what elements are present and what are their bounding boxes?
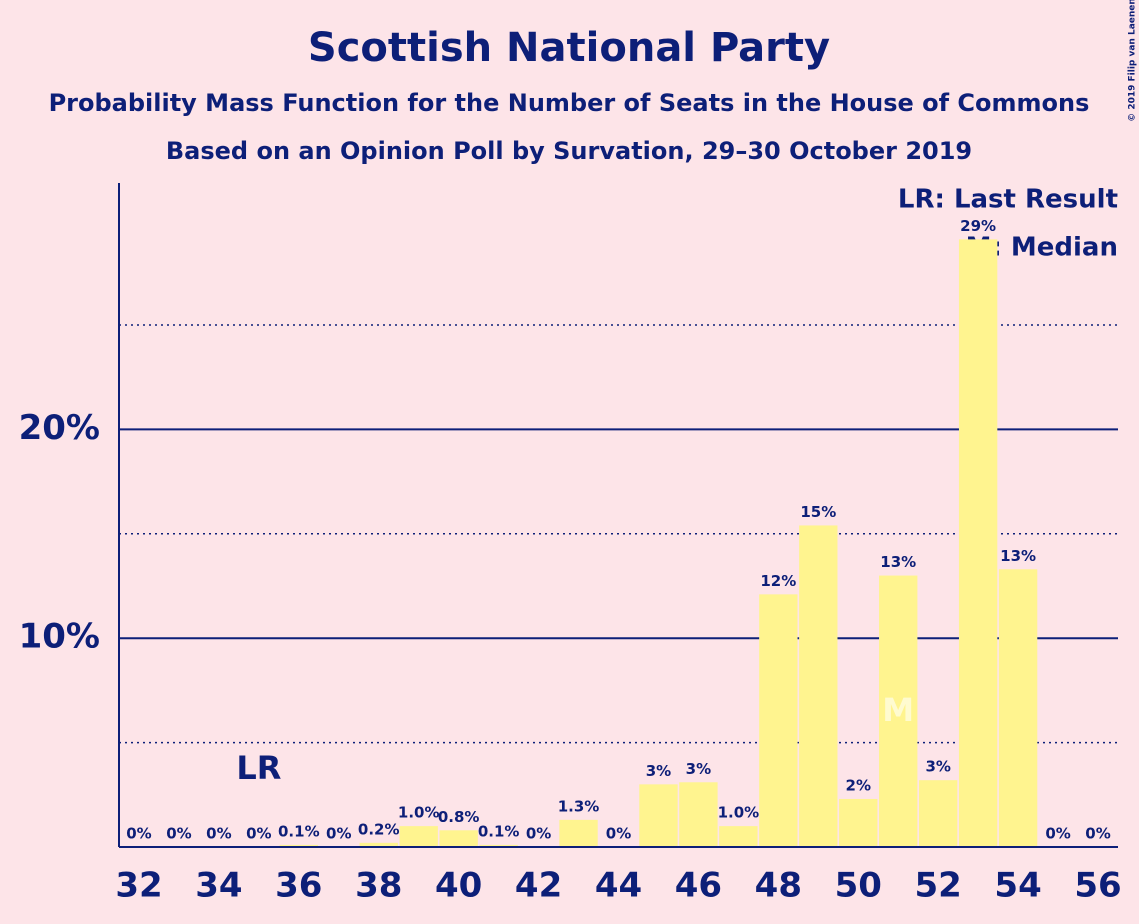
y-tick-label: 10% <box>19 617 100 657</box>
value-label: 0.8% <box>438 808 480 826</box>
bar <box>998 569 1038 847</box>
bar <box>918 780 958 847</box>
value-label: 3% <box>646 762 671 780</box>
bar <box>799 525 838 847</box>
bar <box>359 842 398 847</box>
value-label: 0% <box>166 825 191 843</box>
x-tick-label: 40 <box>435 866 482 906</box>
value-label: 12% <box>760 572 796 590</box>
x-tick-label: 52 <box>915 866 962 906</box>
bar <box>679 782 718 847</box>
bar <box>559 819 598 847</box>
bar <box>399 826 438 847</box>
chart-title: Scottish National Party <box>308 25 830 71</box>
chart-subtitle: Probability Mass Function for the Number… <box>49 89 1090 117</box>
copyright: © 2019 Filip van Laenen <box>1128 0 1138 122</box>
value-label: 0% <box>606 825 631 843</box>
x-tick-label: 38 <box>355 866 402 906</box>
bar <box>279 844 319 847</box>
value-label: 0% <box>326 825 351 843</box>
value-label: 3% <box>686 760 711 778</box>
bar <box>719 826 758 847</box>
x-tick-label: 56 <box>1074 866 1121 906</box>
value-label: 1.0% <box>398 804 440 822</box>
x-tick-label: 54 <box>994 866 1041 906</box>
value-label: 15% <box>800 503 836 521</box>
value-label: 1.3% <box>558 797 600 815</box>
x-tick-label: 36 <box>275 866 322 906</box>
value-label: 0.2% <box>358 820 400 838</box>
value-label: 3% <box>925 758 950 776</box>
value-label: 13% <box>880 553 916 571</box>
value-label: 13% <box>1000 547 1036 565</box>
value-label: 0% <box>246 825 271 843</box>
legend-entry: LR: Last Result <box>898 185 1118 215</box>
bar <box>958 239 998 847</box>
annotation: LR <box>236 749 281 787</box>
bar <box>639 784 678 847</box>
value-label: 0% <box>126 825 151 843</box>
value-label: 0.1% <box>278 822 320 840</box>
value-label: 0% <box>1085 825 1110 843</box>
bar <box>759 594 798 847</box>
bar <box>839 798 878 847</box>
bar <box>479 844 518 847</box>
x-tick-label: 48 <box>755 866 802 906</box>
value-label: 0% <box>526 825 551 843</box>
bar <box>879 575 918 847</box>
chart-subtitle: Based on an Opinion Poll by Survation, 2… <box>166 137 972 165</box>
value-label: 0% <box>1045 825 1070 843</box>
value-label: 1.0% <box>718 804 760 822</box>
x-tick-label: 32 <box>115 866 162 906</box>
y-tick-label: 20% <box>19 408 100 448</box>
x-tick-label: 44 <box>595 866 642 906</box>
x-tick-label: 34 <box>195 866 242 906</box>
bar <box>439 830 478 847</box>
x-tick-label: 46 <box>675 866 722 906</box>
annotation: M <box>882 691 914 729</box>
value-label: 0.1% <box>478 822 520 840</box>
x-tick-label: 42 <box>515 866 562 906</box>
x-tick-label: 50 <box>835 866 882 906</box>
value-label: 0% <box>206 825 231 843</box>
value-label: 29% <box>960 217 996 235</box>
value-label: 2% <box>846 776 871 794</box>
